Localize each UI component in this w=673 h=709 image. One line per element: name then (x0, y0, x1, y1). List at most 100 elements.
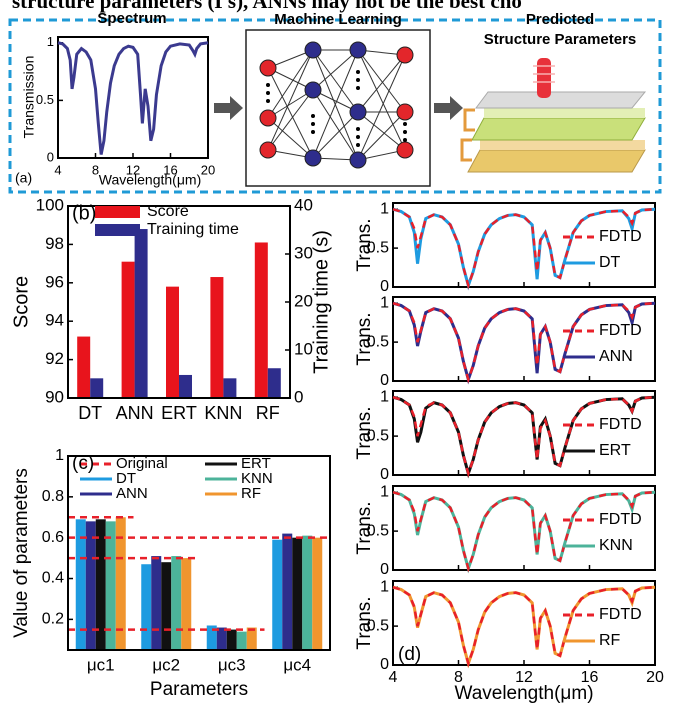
y-tick-label: 100 (36, 195, 64, 214)
y-tick-label: 0.5 (367, 333, 389, 350)
series-line (392, 301, 656, 385)
bar (226, 629, 237, 650)
slab (484, 108, 645, 118)
y-tick-label: 0 (380, 278, 389, 295)
y-tick-label: 0.6 (42, 529, 64, 546)
legend-swatch (95, 224, 140, 236)
legend-label: DT (116, 470, 136, 487)
network-edge (267, 89, 314, 119)
charts: 0 0.5 1 4 8 12 16 20 Spectrum (a) Wavelength(μm) Tr… (10, 10, 664, 704)
output-title: Predicted (526, 11, 594, 28)
network-dots (311, 130, 315, 134)
x-tick-label: 16 (581, 669, 599, 686)
y-tick-label: 0.2 (42, 611, 64, 628)
network-node (349, 151, 367, 169)
network-dots (311, 114, 315, 118)
legend-label: FDTD (599, 228, 642, 245)
y-tick-label: 0.5 (367, 617, 389, 634)
y-tick-label: 0 (47, 149, 54, 164)
y-tick-label: 0 (380, 466, 389, 483)
bar (141, 564, 152, 650)
panel-label: (a) (15, 170, 32, 186)
network-dots (311, 122, 315, 126)
bar (254, 242, 268, 398)
series-line (392, 395, 656, 479)
x-axis-label: Wavelength(μm) (454, 683, 593, 704)
network-node (349, 103, 367, 121)
network-edge (267, 89, 314, 151)
legend-label: FDTD (599, 511, 642, 528)
series-line (392, 301, 656, 384)
y-tick-label: 0 (380, 561, 389, 578)
network-edge (312, 49, 359, 159)
slab (480, 140, 645, 150)
network-edge (312, 89, 359, 161)
network (259, 41, 414, 169)
legend-label: ANN (116, 485, 148, 502)
bar (171, 556, 182, 650)
legend-label: DT (599, 254, 621, 271)
network-node (304, 41, 322, 59)
network-edge (357, 111, 406, 161)
legend-label: RF (241, 485, 261, 502)
x-tick-label: μc1 (87, 655, 115, 674)
network-edge (357, 49, 406, 151)
x-tick-label: 8 (454, 669, 463, 686)
plot-frame (67, 205, 291, 399)
legend-label: RF (599, 632, 621, 649)
network-node (304, 81, 322, 99)
bar (302, 535, 313, 650)
bracket (460, 108, 475, 162)
bar (77, 336, 91, 398)
bar (216, 627, 227, 650)
y-tick-label: 20 (294, 291, 313, 310)
y-axis-label: Transmission (21, 56, 37, 139)
bar (179, 374, 192, 398)
legend-label: KNN (241, 470, 273, 487)
y-tick-label: 1 (380, 483, 389, 500)
series-line (392, 395, 656, 478)
network-edge (357, 54, 406, 113)
bar (181, 558, 192, 650)
y-tick-label: 1 (380, 200, 389, 217)
y-tick-label: 0.5 (367, 239, 389, 256)
structure-illustration (460, 58, 647, 173)
network-node (259, 141, 277, 159)
y-tick-label: 1 (380, 294, 389, 311)
y-tick-label: 1 (380, 388, 389, 405)
network-edge (357, 49, 406, 113)
bar (236, 631, 247, 650)
bar (312, 537, 323, 650)
network-edge (357, 54, 406, 161)
plot-frame (67, 455, 331, 651)
y-tick-label: 0 (380, 372, 389, 389)
x-axis-label: Parameters (150, 679, 248, 700)
x-tick-label: 8 (92, 162, 99, 177)
series-line (392, 490, 656, 574)
network-node (396, 46, 414, 64)
bar (95, 519, 106, 650)
y-tick-label: 0 (380, 656, 389, 673)
bar (105, 521, 116, 650)
network-dots (266, 83, 270, 87)
network-node (396, 103, 414, 121)
bar (272, 539, 283, 650)
series-line (392, 207, 656, 290)
network-edge (267, 117, 314, 159)
network-node (349, 41, 367, 59)
network-edge (312, 49, 359, 113)
network-dots (356, 86, 360, 90)
bar (223, 378, 237, 398)
network-dots (356, 70, 360, 74)
y-axis-label: Trans. (354, 596, 375, 649)
y-tick-label: 90 (45, 387, 64, 406)
network-dots (266, 99, 270, 103)
bar (115, 517, 126, 650)
y-tick-label: 0.5 (367, 522, 389, 539)
y-axis-label: Trans. (354, 218, 375, 271)
x-tick-label: μc3 (218, 655, 246, 674)
bar (85, 521, 96, 650)
series-line (392, 585, 656, 668)
y-tick-label: 1 (55, 447, 64, 464)
legend-label: ANN (599, 348, 633, 365)
